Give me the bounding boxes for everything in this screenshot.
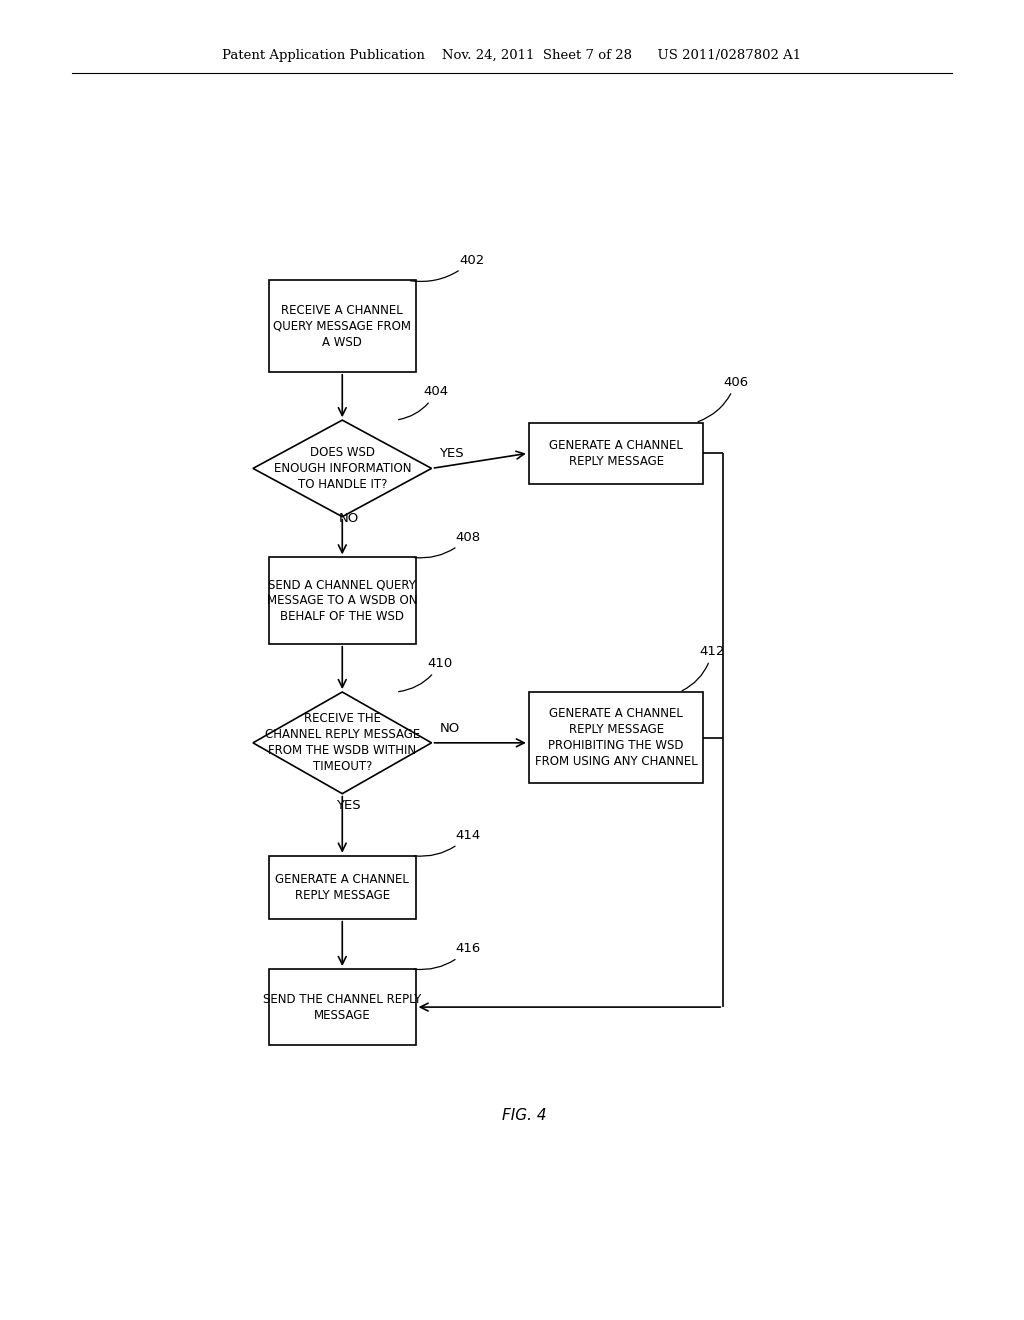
- Bar: [528, 422, 703, 483]
- Text: RECEIVE THE
CHANNEL REPLY MESSAGE
FROM THE WSDB WITHIN
TIMEOUT?: RECEIVE THE CHANNEL REPLY MESSAGE FROM T…: [264, 713, 420, 774]
- Text: 410: 410: [398, 657, 453, 692]
- Text: Patent Application Publication    Nov. 24, 2011  Sheet 7 of 28      US 2011/0287: Patent Application Publication Nov. 24, …: [222, 49, 802, 62]
- Text: NO: NO: [339, 512, 358, 525]
- Polygon shape: [253, 420, 431, 516]
- Bar: [269, 280, 416, 372]
- Text: SEND THE CHANNEL REPLY
MESSAGE: SEND THE CHANNEL REPLY MESSAGE: [263, 993, 422, 1022]
- Text: YES: YES: [336, 800, 360, 812]
- Text: 402: 402: [411, 253, 484, 281]
- Bar: [269, 855, 416, 919]
- Text: YES: YES: [439, 447, 464, 461]
- Text: SEND A CHANNEL QUERY
MESSAGE TO A WSDB ON
BEHALF OF THE WSD: SEND A CHANNEL QUERY MESSAGE TO A WSDB O…: [267, 578, 418, 623]
- Text: GENERATE A CHANNEL
REPLY MESSAGE: GENERATE A CHANNEL REPLY MESSAGE: [275, 873, 410, 902]
- Text: 408: 408: [415, 531, 480, 558]
- Text: 414: 414: [415, 829, 480, 857]
- Text: 412: 412: [682, 645, 725, 690]
- Text: 416: 416: [415, 942, 480, 969]
- Bar: [269, 557, 416, 644]
- Text: DOES WSD
ENOUGH INFORMATION
TO HANDLE IT?: DOES WSD ENOUGH INFORMATION TO HANDLE IT…: [273, 446, 411, 491]
- Text: GENERATE A CHANNEL
REPLY MESSAGE: GENERATE A CHANNEL REPLY MESSAGE: [549, 438, 683, 467]
- Text: FIG. 4: FIG. 4: [503, 1109, 547, 1123]
- Text: GENERATE A CHANNEL
REPLY MESSAGE
PROHIBITING THE WSD
FROM USING ANY CHANNEL: GENERATE A CHANNEL REPLY MESSAGE PROHIBI…: [535, 708, 697, 768]
- Text: NO: NO: [439, 722, 460, 735]
- Text: RECEIVE A CHANNEL
QUERY MESSAGE FROM
A WSD: RECEIVE A CHANNEL QUERY MESSAGE FROM A W…: [273, 304, 412, 348]
- Bar: [528, 692, 703, 784]
- Text: 406: 406: [698, 375, 749, 421]
- Bar: [269, 969, 416, 1045]
- Polygon shape: [253, 692, 431, 793]
- Text: 404: 404: [398, 385, 449, 420]
